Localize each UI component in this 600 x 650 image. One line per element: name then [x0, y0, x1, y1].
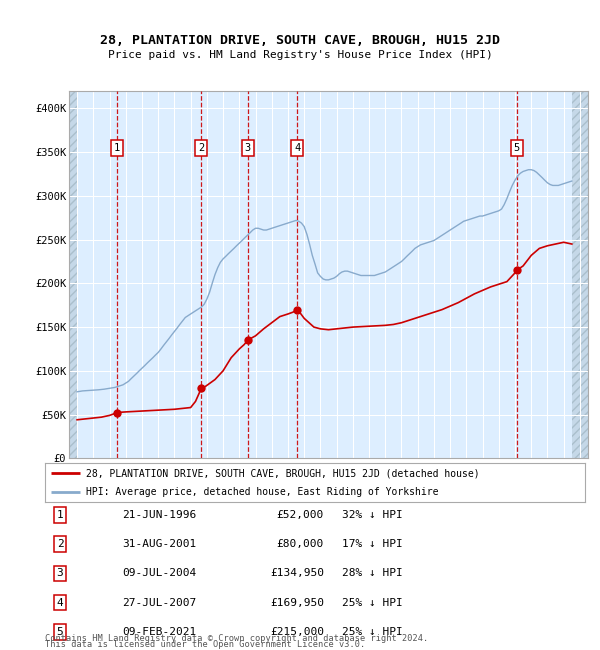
Text: This data is licensed under the Open Government Licence v3.0.: This data is licensed under the Open Gov…	[45, 640, 365, 649]
Text: 09-FEB-2021: 09-FEB-2021	[122, 627, 196, 637]
Text: 28, PLANTATION DRIVE, SOUTH CAVE, BROUGH, HU15 2JD (detached house): 28, PLANTATION DRIVE, SOUTH CAVE, BROUGH…	[86, 469, 479, 478]
Text: 28, PLANTATION DRIVE, SOUTH CAVE, BROUGH, HU15 2JD: 28, PLANTATION DRIVE, SOUTH CAVE, BROUGH…	[100, 34, 500, 47]
Bar	[572, 91, 588, 458]
Text: 27-JUL-2007: 27-JUL-2007	[122, 597, 196, 608]
Text: 1: 1	[114, 143, 120, 153]
Text: 32% ↓ HPI: 32% ↓ HPI	[342, 510, 403, 520]
Text: 31-AUG-2001: 31-AUG-2001	[122, 539, 196, 549]
Text: 17% ↓ HPI: 17% ↓ HPI	[342, 539, 403, 549]
Text: Contains HM Land Registry data © Crown copyright and database right 2024.: Contains HM Land Registry data © Crown c…	[45, 634, 428, 642]
Text: 4: 4	[56, 597, 64, 608]
Text: 09-JUL-2004: 09-JUL-2004	[122, 568, 196, 578]
Text: £134,950: £134,950	[270, 568, 324, 578]
Text: 2: 2	[56, 539, 64, 549]
Text: 2: 2	[198, 143, 205, 153]
Text: 25% ↓ HPI: 25% ↓ HPI	[342, 627, 403, 637]
Text: 3: 3	[245, 143, 251, 153]
Text: 28% ↓ HPI: 28% ↓ HPI	[342, 568, 403, 578]
Text: 5: 5	[56, 627, 64, 637]
Text: 3: 3	[56, 568, 64, 578]
Text: Price paid vs. HM Land Registry's House Price Index (HPI): Price paid vs. HM Land Registry's House …	[107, 49, 493, 60]
Bar	[69, 91, 77, 458]
Text: HPI: Average price, detached house, East Riding of Yorkshire: HPI: Average price, detached house, East…	[86, 487, 438, 497]
Text: 5: 5	[514, 143, 520, 153]
Text: £52,000: £52,000	[277, 510, 324, 520]
Text: 1: 1	[56, 510, 64, 520]
Text: 21-JUN-1996: 21-JUN-1996	[122, 510, 196, 520]
Text: 4: 4	[294, 143, 301, 153]
Text: £169,950: £169,950	[270, 597, 324, 608]
Text: £80,000: £80,000	[277, 539, 324, 549]
Text: £215,000: £215,000	[270, 627, 324, 637]
Text: 25% ↓ HPI: 25% ↓ HPI	[342, 597, 403, 608]
